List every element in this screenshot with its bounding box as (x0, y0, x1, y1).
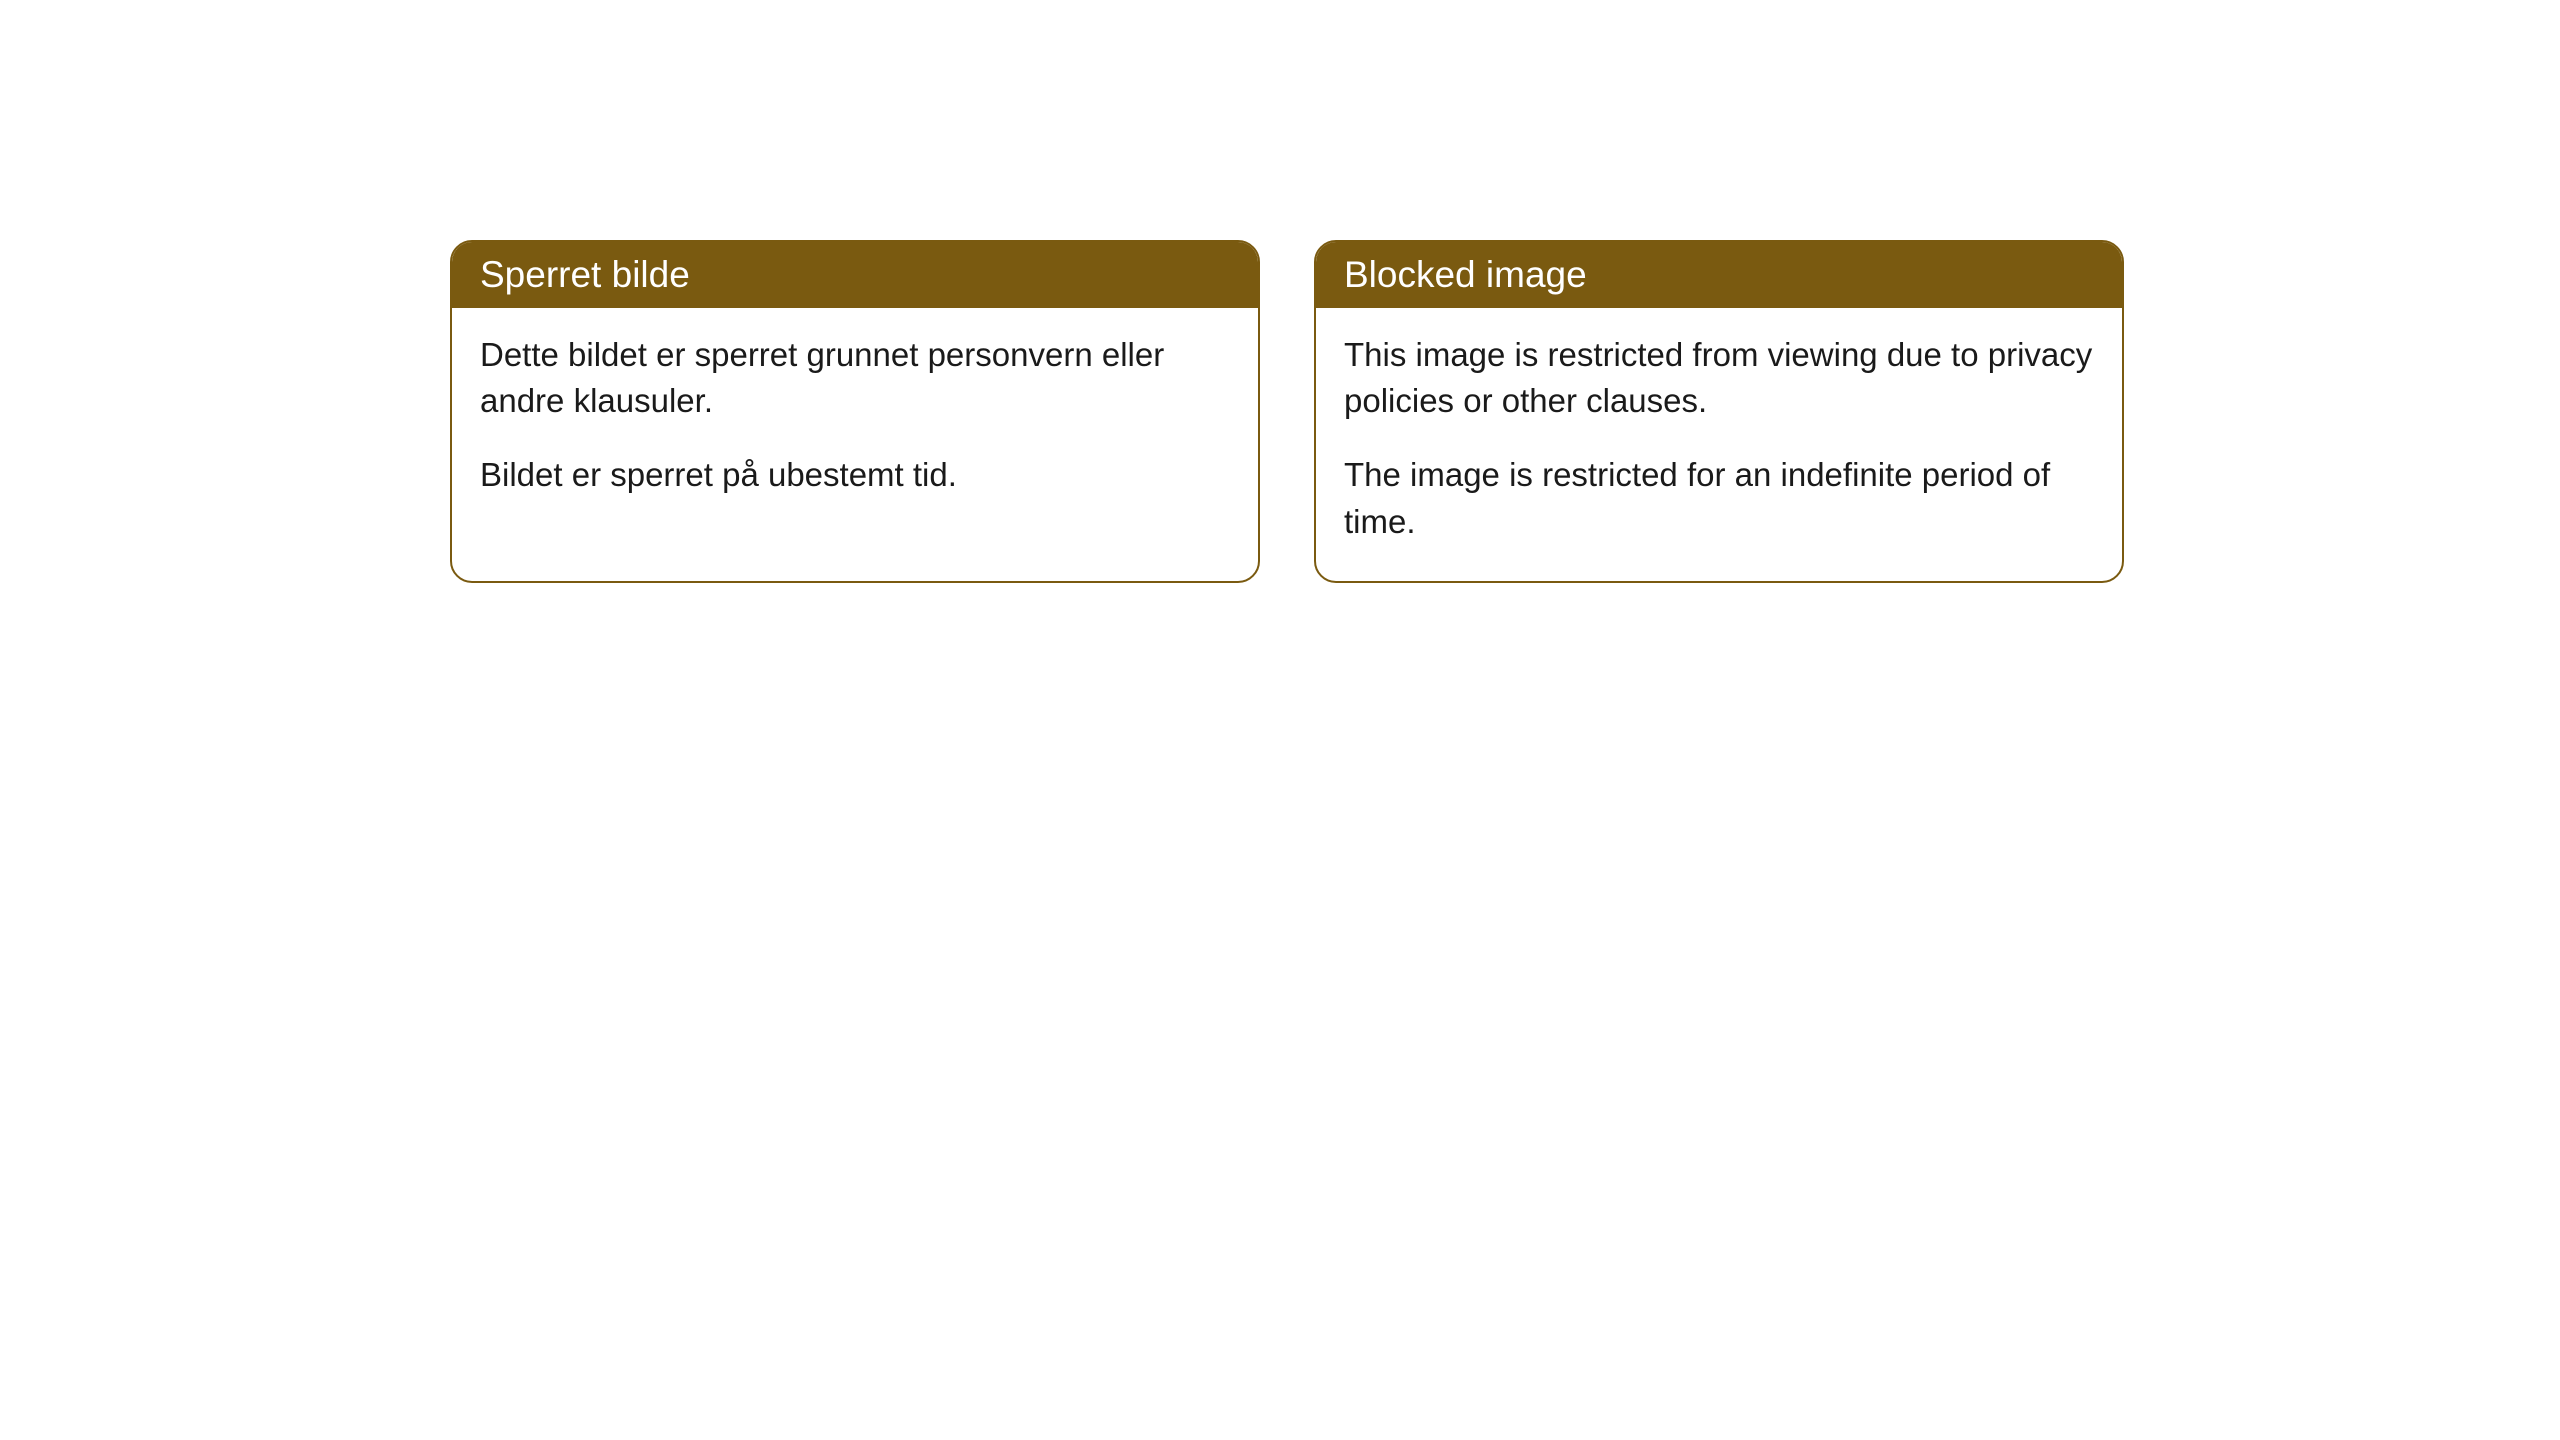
notice-header: Blocked image (1316, 242, 2122, 308)
notice-paragraph: Dette bildet er sperret grunnet personve… (480, 332, 1230, 424)
notice-paragraph: Bildet er sperret på ubestemt tid. (480, 452, 1230, 498)
notice-body: This image is restricted from viewing du… (1316, 308, 2122, 581)
notice-card-english: Blocked image This image is restricted f… (1314, 240, 2124, 583)
notice-card-norwegian: Sperret bilde Dette bildet er sperret gr… (450, 240, 1260, 583)
notice-header: Sperret bilde (452, 242, 1258, 308)
notice-paragraph: The image is restricted for an indefinit… (1344, 452, 2094, 544)
notice-body: Dette bildet er sperret grunnet personve… (452, 308, 1258, 535)
notice-paragraph: This image is restricted from viewing du… (1344, 332, 2094, 424)
notice-container: Sperret bilde Dette bildet er sperret gr… (450, 240, 2124, 583)
